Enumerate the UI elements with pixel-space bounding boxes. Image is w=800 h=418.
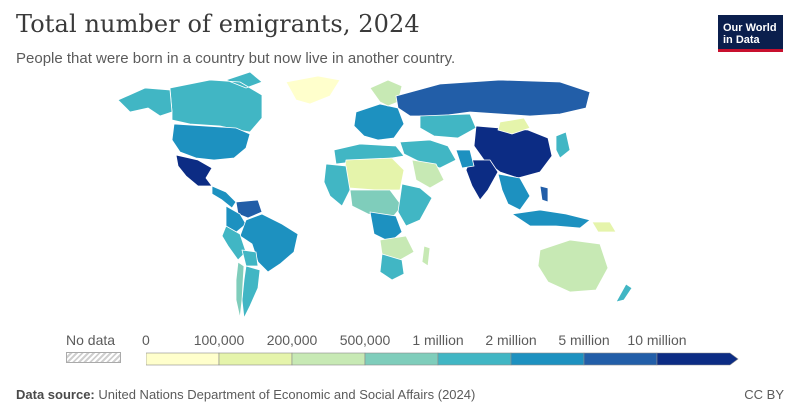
legend-bin-5[interactable] <box>510 352 585 366</box>
country-madagascar[interactable] <box>421 245 431 267</box>
country-central-america[interactable] <box>211 185 237 209</box>
license-link[interactable]: CC BY <box>744 387 784 402</box>
country-philippines[interactable] <box>539 185 549 203</box>
legend-tick-label: 500,000 <box>339 332 391 348</box>
legend-bin-2[interactable] <box>291 352 366 366</box>
legend-bin-3[interactable] <box>364 352 439 366</box>
logo-line-2: in Data <box>723 34 760 46</box>
country-india[interactable] <box>465 159 499 201</box>
country-bolivia[interactable] <box>241 249 259 267</box>
legend-tick-label: 2 million <box>485 332 537 348</box>
country-southern-africa[interactable] <box>379 235 415 261</box>
country-united-states[interactable] <box>171 123 251 161</box>
country-brazil[interactable] <box>239 213 299 273</box>
country-peru[interactable] <box>221 225 247 261</box>
country-colombia[interactable] <box>225 205 247 235</box>
country-mongolia[interactable] <box>497 117 531 135</box>
country-russia[interactable] <box>395 79 591 117</box>
country-chile[interactable] <box>235 261 245 319</box>
data-source-label: Data source: <box>16 387 95 402</box>
country-australia[interactable] <box>537 239 609 293</box>
legend-tick-label: 10 million <box>627 332 687 348</box>
country-indonesia[interactable] <box>511 209 591 229</box>
country-east-africa[interactable] <box>397 183 433 227</box>
world-map <box>0 72 800 324</box>
country-south-africa[interactable] <box>379 253 405 281</box>
legend-color-scale <box>146 352 739 366</box>
legend-no-data-label: No data <box>66 332 116 348</box>
owid-logo[interactable]: Our World in Data <box>718 15 783 52</box>
legend-bin-1[interactable] <box>218 352 293 366</box>
country-middle-east[interactable] <box>399 139 457 169</box>
country-argentina[interactable] <box>241 265 261 319</box>
legend-tick-label: 100,000 <box>193 332 245 348</box>
legend-tick-label: 200,000 <box>266 332 318 348</box>
country-papua-new-guinea[interactable] <box>591 221 617 233</box>
country-greenland[interactable] <box>285 75 341 105</box>
country-pakistan[interactable] <box>455 149 475 169</box>
country-sahara[interactable] <box>343 157 405 191</box>
data-source-text: United Nations Department of Economic an… <box>94 387 476 402</box>
legend-bin-6[interactable] <box>583 352 658 366</box>
country-southeast-asia[interactable] <box>497 173 531 211</box>
legend-bin-0[interactable] <box>146 352 220 366</box>
country-kazakhstan[interactable] <box>419 113 477 139</box>
legend-no-data-swatch[interactable] <box>66 352 121 363</box>
country-alaska[interactable] <box>117 87 173 117</box>
country-venezuela[interactable] <box>235 199 263 219</box>
country-west-africa[interactable] <box>323 163 351 207</box>
data-source: Data source: United Nations Department o… <box>16 387 475 402</box>
chart-title: Total number of emigrants, 2024 <box>16 10 420 38</box>
country-saudi-arabia[interactable] <box>411 159 445 189</box>
legend-tick-label: 5 million <box>558 332 610 348</box>
chart-subtitle: People that were born in a country but n… <box>16 50 456 67</box>
legend-tick-label: 1 million <box>412 332 464 348</box>
legend-bin-7[interactable] <box>656 352 739 366</box>
country-new-zealand[interactable] <box>615 283 633 303</box>
country-japan[interactable] <box>555 131 571 159</box>
logo-line-1: Our World <box>723 22 777 34</box>
legend-bin-4[interactable] <box>437 352 512 366</box>
country-dr-congo[interactable] <box>369 211 403 243</box>
legend-tick-label: 0 <box>142 332 150 348</box>
